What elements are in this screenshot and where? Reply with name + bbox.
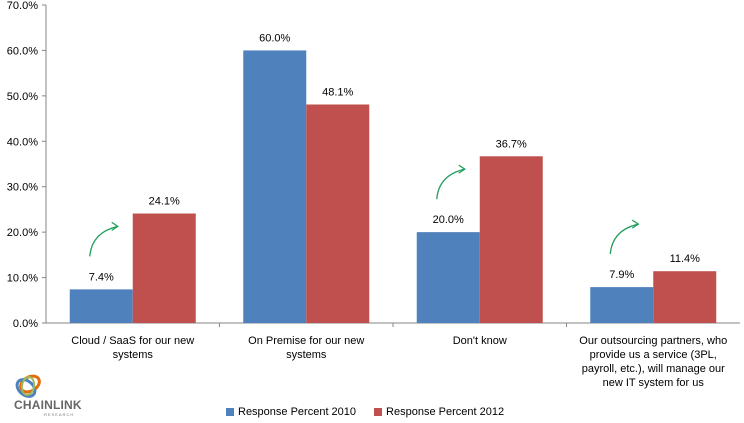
data-label: 36.7% <box>496 138 527 150</box>
bar <box>653 271 717 323</box>
x-category-label-line: new IT system for us <box>602 377 704 389</box>
y-tick-label: 70.0% <box>7 0 38 12</box>
x-category-label-line: systems <box>112 349 153 361</box>
x-category-label-line: Don't know <box>452 335 507 347</box>
data-label: 7.9% <box>609 269 634 281</box>
data-label: 24.1% <box>149 196 180 208</box>
y-tick-label: 40.0% <box>7 136 38 148</box>
x-category-label-line: payroll, etc.), will manage our <box>581 363 725 375</box>
logo-subtext: RESEARCH <box>44 412 75 417</box>
legend-item-2012: Response Percent 2012 <box>374 406 504 418</box>
x-category-label: Cloud / SaaS for our new systems <box>48 334 218 362</box>
data-label: 60.0% <box>259 32 290 44</box>
x-category-label-line: Our outsourcing partners, who <box>579 335 728 347</box>
x-category-label-line: systems <box>286 349 327 361</box>
increase-arrow-head <box>111 221 119 231</box>
data-label: 20.0% <box>433 214 464 226</box>
bar <box>132 213 196 323</box>
chainlink-logo-icon <box>15 374 41 398</box>
y-tick-label: 30.0% <box>7 182 38 194</box>
y-tick-label: 0.0% <box>13 318 38 330</box>
legend-item-2010: Response Percent 2010 <box>226 406 356 418</box>
increase-arrow <box>89 225 118 257</box>
bar <box>306 104 370 323</box>
y-tick-label: 50.0% <box>7 91 38 103</box>
bar <box>243 50 307 324</box>
x-category-label: On Premise for our new systems <box>221 334 391 362</box>
y-tick-label: 60.0% <box>7 45 38 57</box>
increase-arrow-head <box>458 164 466 174</box>
increase-arrow <box>609 223 639 255</box>
legend: Response Percent 2010 Response Percent 2… <box>226 406 522 418</box>
data-label: 48.1% <box>322 86 353 98</box>
bar <box>416 232 480 323</box>
y-tick-label: 10.0% <box>7 273 38 285</box>
data-label: 7.4% <box>89 271 114 283</box>
x-category-label-line: On Premise for our new <box>248 335 365 347</box>
logo-text: CHAINLINK <box>14 398 82 412</box>
data-label: 11.4% <box>670 253 701 265</box>
x-category-label: Don't know <box>395 334 565 348</box>
legend-label-2010: Response Percent 2010 <box>238 406 357 418</box>
bar <box>69 289 133 323</box>
x-category-label: Our outsourcing partners, who provide us … <box>568 334 738 390</box>
legend-swatch-2010 <box>226 408 234 416</box>
bar <box>479 156 543 323</box>
x-category-label-line: provide us a service (3PL, <box>589 349 717 361</box>
increase-arrow-head <box>631 219 640 229</box>
bar <box>590 287 654 323</box>
increase-arrow <box>436 168 465 200</box>
legend-swatch-2012 <box>374 408 383 416</box>
x-category-label-line: Cloud / SaaS for our new <box>71 335 195 347</box>
y-tick-label: 20.0% <box>7 227 38 239</box>
legend-label-2012: Response Percent 2012 <box>386 406 505 418</box>
